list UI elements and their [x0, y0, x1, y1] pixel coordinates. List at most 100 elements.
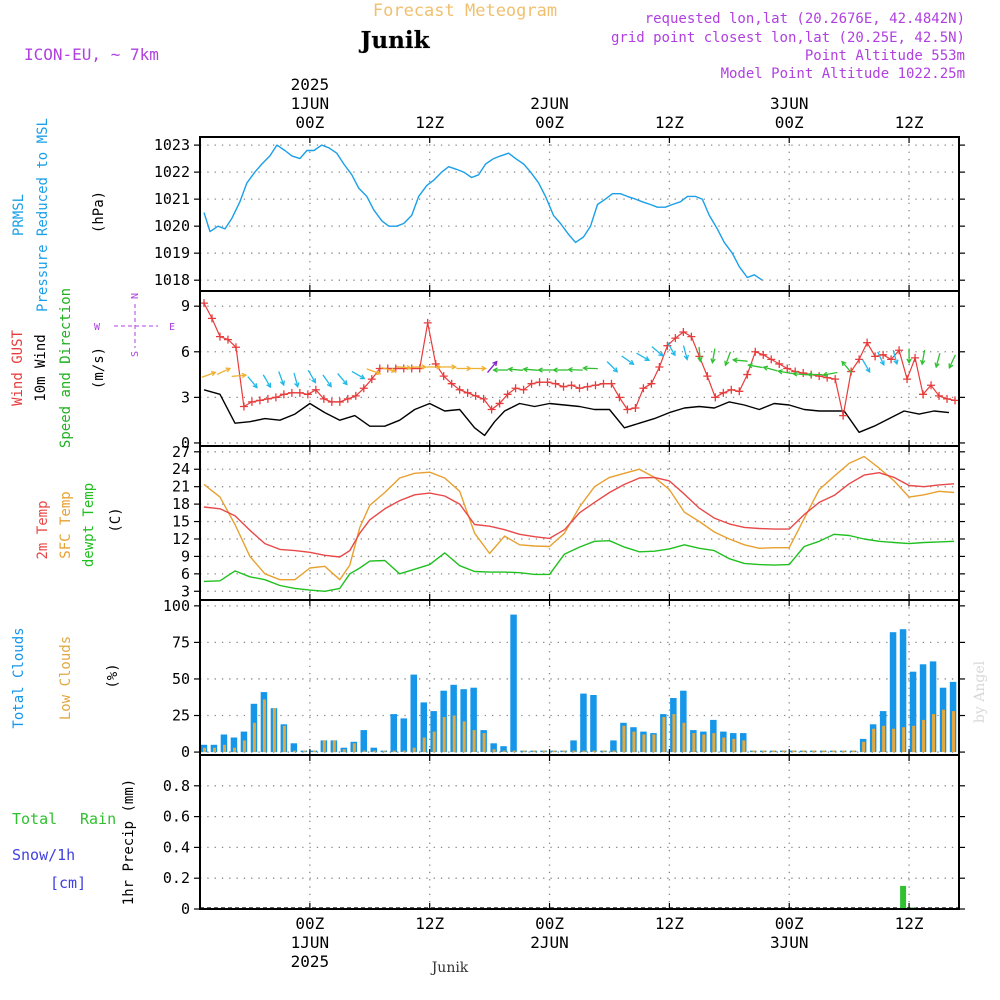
bottom-time-label: 12Z: [655, 914, 684, 933]
wind-arrow-head: [326, 382, 332, 388]
wind-gust-marker: [479, 394, 488, 403]
wind-arrow: [731, 357, 748, 363]
wind-gust-marker: [575, 384, 584, 393]
wind-gust-marker: [599, 379, 608, 388]
wind-gust-marker: [455, 385, 464, 394]
prmsl-label: PRMSL: [11, 194, 27, 236]
wind-arrow-head: [492, 367, 498, 373]
cloud-low-bar: [952, 711, 955, 752]
cloud-low-bar: [462, 721, 466, 753]
wind-arrow-head: [225, 367, 232, 373]
temp-label: 2m Temp: [35, 500, 51, 559]
wind-gust-marker: [487, 405, 496, 414]
dewpt-line: [203, 533, 955, 592]
cloud-low-bar: [832, 750, 836, 753]
cloud-total-bar: [500, 746, 507, 752]
cloud-low-bar: [223, 744, 226, 753]
wind-gust-marker: [871, 352, 880, 361]
wind-gust-marker: [623, 405, 632, 414]
wind-arrow-head: [710, 358, 716, 364]
wind-gust-marker: [647, 379, 656, 388]
cloud-low-bar: [262, 699, 266, 752]
wind-arrow: [351, 370, 366, 380]
wind-gust-marker: [319, 394, 328, 403]
wind-ytick-label: 6: [181, 343, 190, 361]
cloud-low-bar: [552, 750, 556, 753]
cloud-low-bar: [233, 747, 236, 753]
wind-gust-marker: [311, 385, 320, 394]
wind-gust-marker: [423, 318, 432, 327]
wind-arrow-shaft: [262, 374, 271, 388]
wind-arrow: [777, 369, 793, 375]
cloud-low-bar: [902, 727, 906, 753]
cloud-low-bar: [582, 750, 586, 753]
wind-arrow-head: [481, 365, 487, 372]
wind-arrow-shaft: [307, 369, 316, 383]
wind-arrow-head: [841, 360, 847, 367]
cloud-total-bar: [919, 664, 927, 752]
wind-arrow-head: [359, 374, 366, 380]
wind-arrow: [682, 345, 689, 361]
cloud-low-bar: [682, 722, 686, 752]
cloud-low-bar: [322, 740, 326, 753]
cloud-low-bar: [792, 750, 796, 753]
cloud-low-bar: [852, 750, 856, 753]
wind-gust-marker: [951, 396, 960, 405]
wind-arrow-head: [879, 360, 885, 367]
wind-arrow-shaft: [606, 361, 618, 373]
cloud-low-bar: [592, 750, 596, 753]
top-time-label: 12Z: [415, 113, 444, 132]
cloud-total-bar: [510, 614, 517, 753]
sfc-temp-line: [203, 455, 955, 581]
cloud-total-bar: [580, 693, 587, 753]
bottom-time-label-line: 12Z: [655, 914, 684, 933]
wind-arrow-head: [821, 371, 828, 378]
cloud-low-bar: [732, 738, 736, 753]
top-time-label-line: 2025: [291, 75, 330, 94]
compass-w: W: [94, 322, 101, 333]
wind-panel: 0 3 6 9: [181, 291, 965, 452]
wind-gust-marker: [703, 372, 712, 381]
cloud-total-bar: [899, 629, 907, 752]
precip-panel: 0 0.2 0.4 0.6 0.8: [163, 755, 965, 918]
cloud-low-bar: [282, 725, 286, 753]
wind-gust-marker: [631, 404, 640, 413]
wind-arrow-head: [948, 363, 954, 370]
cloud-low-bar: [942, 709, 945, 753]
cloud-low-bar: [862, 741, 866, 752]
wind-gust-marker: [295, 388, 304, 397]
requested-coords: requested lon,lat (20.2676E, 42.4842N): [645, 11, 965, 27]
pressure-unit: (hPa): [91, 191, 107, 233]
cloud-total-bar: [220, 734, 228, 752]
wind-gust-marker: [287, 388, 296, 397]
wind-arrow-shaft: [935, 352, 941, 368]
temperature-ytick-label: 9: [181, 547, 190, 565]
bottom-time-label-line: 00Z: [535, 914, 564, 933]
wind-arrow-head: [507, 366, 513, 373]
wind-gust-marker: [815, 372, 824, 381]
wind-arrow-head: [906, 358, 912, 365]
wind-gust-marker: [591, 381, 600, 390]
wind-arrow-shaft: [877, 351, 885, 366]
pressure-line: [203, 144, 763, 281]
wind-arrow-shaft: [523, 368, 538, 371]
wind-arrow-head: [731, 357, 738, 363]
wind-arrow: [606, 361, 619, 373]
wind-gust-marker: [247, 397, 256, 406]
cloud-low-bar: [742, 740, 746, 753]
wind-arrow-head: [806, 371, 813, 378]
wind-gust-marker: [719, 388, 728, 397]
cloud-low-bar: [522, 750, 526, 753]
cloud-low-bar: [782, 750, 786, 753]
wind-arrow-shaft: [216, 367, 231, 376]
wind-gust-marker: [799, 369, 808, 378]
wind-arrow: [337, 373, 348, 386]
wind-gust-marker: [255, 396, 264, 405]
wind-speed-line: [203, 389, 950, 437]
wind-arrow: [293, 372, 300, 388]
clouds-ytick-label: 75: [172, 633, 190, 651]
